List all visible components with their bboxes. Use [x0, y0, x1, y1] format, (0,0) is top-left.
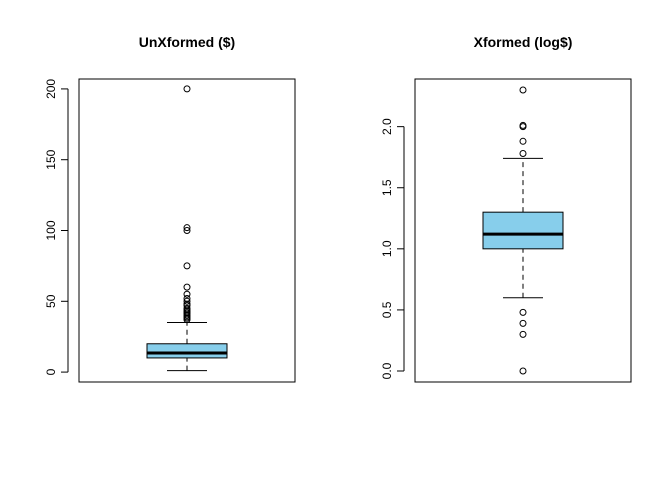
y-tick-label: 50	[44, 294, 58, 308]
plot-frame-xformed	[414, 78, 632, 383]
y-tick-label: 100	[44, 220, 58, 240]
y-tick-label: 150	[44, 149, 58, 169]
outlier-point	[519, 150, 527, 158]
y-tick-label: 1.0	[380, 240, 394, 257]
y-axis-unxformed: 0 50 100 150 200	[44, 79, 69, 375]
outlier-point	[183, 85, 191, 93]
outlier-point	[519, 121, 527, 129]
outlier-point	[519, 308, 527, 316]
outlier-point	[183, 227, 191, 234]
outlier-point	[183, 297, 191, 305]
outlier-point	[183, 294, 191, 302]
chart-title-unxformed: UnXformed ($)	[139, 34, 235, 50]
y-tick-label: 1.5	[380, 179, 394, 196]
outlier-point	[183, 283, 191, 291]
outlier-point	[519, 330, 527, 338]
y-tick-label: 200	[44, 79, 58, 99]
y-tick-label: 0	[44, 368, 58, 375]
y-tick-label: 0.0	[380, 362, 394, 379]
plot-frame-unxformed	[78, 78, 296, 383]
outlier-point	[519, 137, 527, 145]
outlier-point	[183, 262, 191, 270]
iqr-box	[146, 343, 228, 359]
outlier-point	[183, 290, 191, 298]
outlier-point	[519, 367, 527, 375]
boxplot-unxformed	[146, 85, 228, 372]
y-tick-label: 2.0	[380, 118, 394, 135]
y-axis-xformed: 0.0 0.5 1.0 1.5 2.0	[380, 118, 405, 379]
outlier-point	[183, 304, 191, 312]
panel-unxformed: UnXformed ($) 0 50 100 150 200	[44, 34, 296, 383]
panel-xformed: Xformed (log$) 0.0 0.5 1.0 1.5 2.0	[380, 34, 632, 383]
outlier-point	[183, 224, 191, 232]
outlier-point	[519, 319, 527, 327]
outlier-point	[519, 86, 527, 94]
chart-title-xformed: Xformed (log$)	[474, 34, 573, 50]
iqr-box	[482, 211, 564, 250]
boxplot-xformed	[482, 86, 564, 375]
y-tick-label: 0.5	[380, 301, 394, 318]
